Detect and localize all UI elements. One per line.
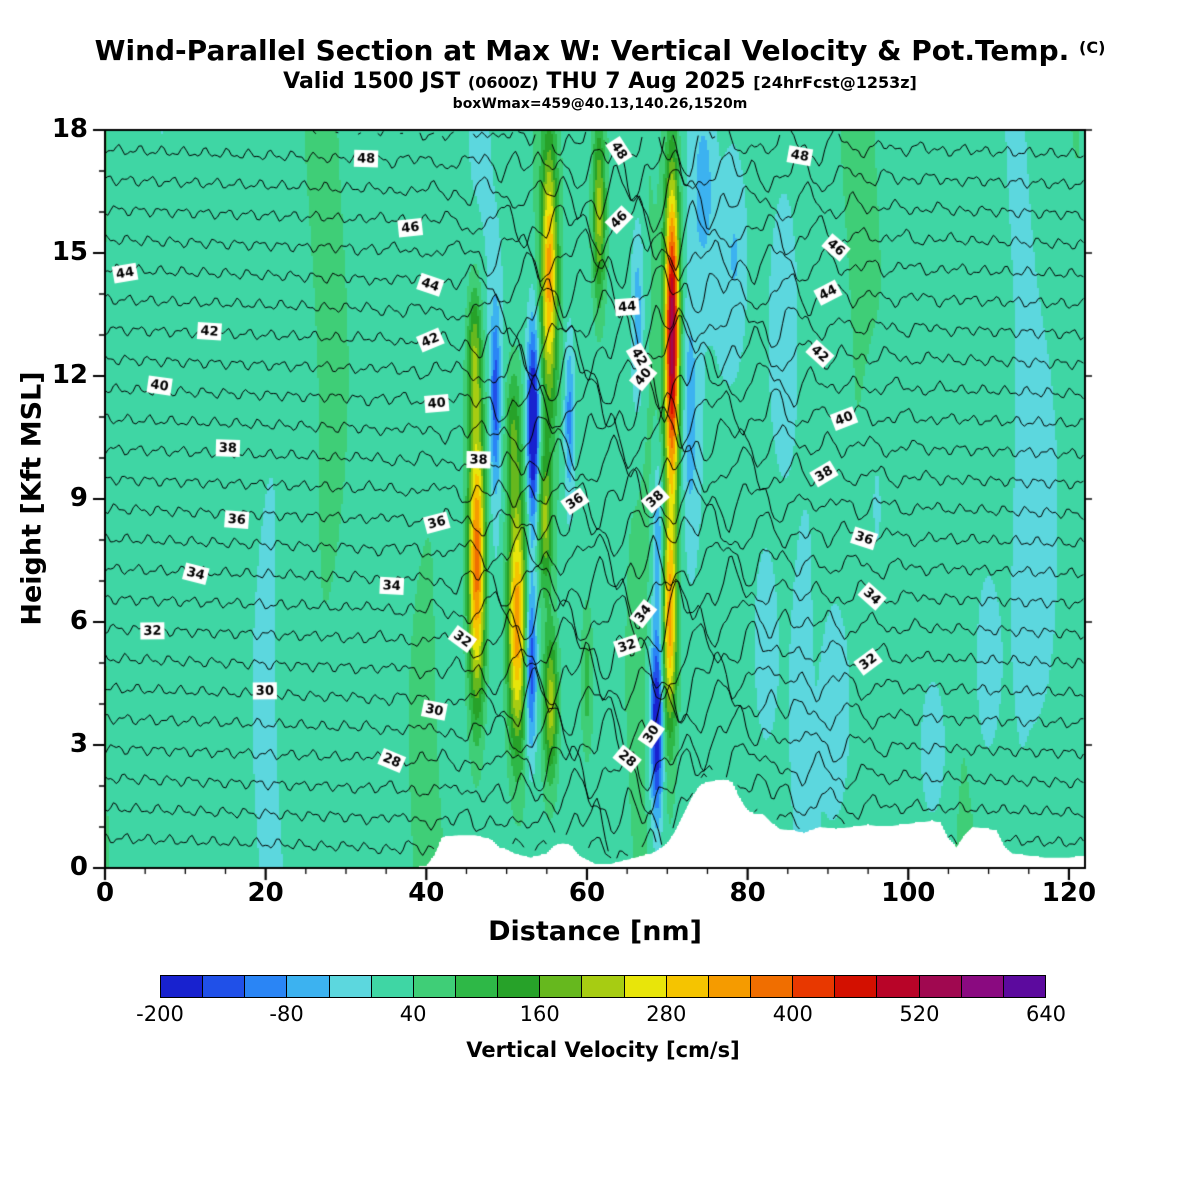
colorbar-segment xyxy=(749,976,793,997)
y-tick-label: 6 xyxy=(69,606,88,636)
colorbar-segment xyxy=(834,976,877,997)
colorbar-caption: Vertical Velocity [cm/s] xyxy=(466,1038,740,1062)
x-tick-label: 60 xyxy=(568,878,606,908)
colorbar-tick-label: -200 xyxy=(136,1002,184,1026)
colorbar-segment xyxy=(328,976,371,997)
colorbar-tick-label: 520 xyxy=(899,1002,940,1026)
colorbar-tick-label: 280 xyxy=(646,1002,687,1026)
forecast-init-info: [24hrFcst@1253z] xyxy=(753,73,917,93)
colorbar-segment xyxy=(792,976,835,997)
colorbar-segment xyxy=(161,976,203,997)
colorbar-tick-label: 400 xyxy=(772,1002,813,1026)
colorbar-segment xyxy=(286,976,329,997)
colorbar-segment xyxy=(1002,976,1045,997)
x-tick-label: 0 xyxy=(95,878,115,908)
colorbar-tick-label: -80 xyxy=(269,1002,304,1026)
x-tick-label: 80 xyxy=(729,878,766,908)
valid-time-line: Valid 1500 JST (0600Z) THU 7 Aug 2025 [2… xyxy=(0,69,1200,95)
chart-title-text: Wind-Parallel Section at Max W: Vertical… xyxy=(94,34,1070,67)
colorbar-tick-label: 640 xyxy=(1025,1002,1067,1026)
colorbar-segment xyxy=(876,976,919,997)
y-tick-label: 15 xyxy=(51,237,88,267)
y-tick-label: 9 xyxy=(69,483,88,513)
y-tick-label: 0 xyxy=(69,852,88,882)
colorbar-segment xyxy=(581,976,624,997)
chart-title: Wind-Parallel Section at Max W: Vertical… xyxy=(0,34,1200,67)
colorbar-segment xyxy=(454,976,498,997)
colorbar-segment xyxy=(244,976,287,997)
valid-time-main: Valid 1500 JST xyxy=(283,69,461,95)
x-tick-label: 100 xyxy=(881,878,936,908)
colorbar-segment xyxy=(707,976,750,997)
y-tick-label: 3 xyxy=(69,729,88,759)
x-axis-label: Distance [nm] xyxy=(488,916,702,947)
colorbar-segment xyxy=(412,976,455,997)
colorbar-segment xyxy=(202,976,245,997)
y-tick-label: 12 xyxy=(51,360,88,390)
y-tick-label: 18 xyxy=(51,114,88,144)
wmax-info-line: boxWmax=459@40.13,140.26,1520m xyxy=(452,95,748,112)
colorbar-segment xyxy=(370,976,413,997)
colorbar-tick-labels: -200 -80 40 160 280 400 520 640 xyxy=(136,1002,1066,1030)
colorbar-segment xyxy=(665,976,708,997)
colorbar xyxy=(160,975,1046,998)
colorbar-tick-label: 160 xyxy=(519,1002,560,1026)
valid-time-utc: (0600Z) xyxy=(467,73,539,93)
colorbar-segment xyxy=(539,976,582,997)
colorbar-segment xyxy=(918,976,961,997)
chart-header: Wind-Parallel Section at Max W: Vertical… xyxy=(0,34,1200,113)
colorbar-segment xyxy=(497,976,540,997)
x-tick-label: 120 xyxy=(1041,878,1097,908)
valid-date: THU 7 Aug 2025 xyxy=(546,69,746,95)
colorbar-tick-label: 40 xyxy=(399,1002,427,1026)
colorbar-segment xyxy=(623,976,666,997)
chart-title-units: (C) xyxy=(1079,38,1106,57)
x-tick-label: 40 xyxy=(408,878,445,908)
x-tick-label: 20 xyxy=(247,878,284,908)
colorbar-segment xyxy=(960,976,1003,997)
